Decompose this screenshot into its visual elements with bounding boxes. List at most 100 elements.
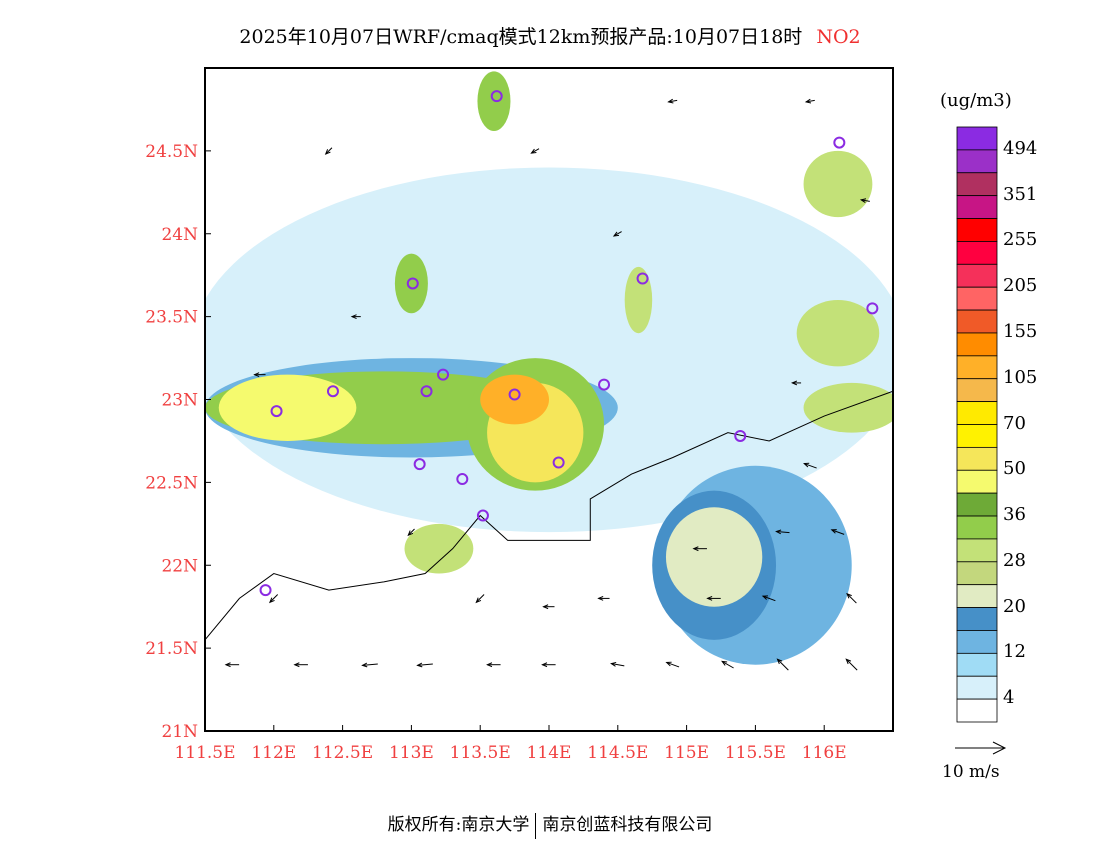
colorbar-segment [956,286,998,311]
x-tick-label: 112E [251,743,296,763]
wind-arrow [224,662,240,668]
colorbar-label: 4 [1003,687,1015,709]
wind-arrow-head [775,529,782,535]
wind-arrow [610,661,625,667]
colorbar-segment [956,126,998,151]
wind-arrow-head [350,314,357,320]
wind-arrow [597,595,610,601]
wind-arrow [830,529,845,535]
wind-arrow-shaft [269,594,279,603]
wind-arrow [803,462,817,469]
colorbar-segment [956,469,998,494]
wind-arrow [721,660,734,669]
wind-arrow-head [542,604,549,610]
colorbar-label: 12 [1003,641,1026,663]
x-tick-label: 114.5E [587,743,648,763]
colorbar-label: 255 [1003,229,1038,251]
wind-arrow [486,662,501,668]
wind-arrow-shaft [804,463,817,469]
x-tick-label: 111.5E [174,743,235,763]
y-tick-label: 23N [161,391,198,411]
wind-arrow [845,658,858,671]
colorbar-unit: (ug/m3) [940,90,1012,111]
wind-arrow [761,595,776,602]
colorbar-segment [956,515,998,540]
colorbar-segment [956,561,998,586]
colorbar-segment [956,630,998,654]
wind-arrow-shaft [777,658,789,671]
wind-arrow-head [597,595,604,601]
x-tick-label: 113E [389,743,434,763]
monitoring-site-marker [420,385,433,398]
colorbar-label: 105 [1003,366,1038,388]
chart-title: 2025年10月07日WRF/cmaq模式12km预报产品:10月07日18时 N… [0,22,1100,49]
footer: 版权所有:南京大学 南京创蓝科技有限公司 [0,810,1100,839]
wind-arrow-shaft [721,660,734,669]
wind-arrow [530,148,540,154]
wind-arrow-shaft [666,661,680,668]
colorbar-segment [956,446,998,471]
monitoring-site-marker [259,584,272,597]
wind-arrow [350,314,361,320]
colorbar-label: 20 [1003,595,1026,617]
wind-arrow [706,595,721,601]
colorbar-label: 70 [1003,412,1026,434]
wind-arrow-head [846,592,852,599]
x-tick-label: 113.5E [450,743,511,763]
wind-arrow-shaft [762,595,776,602]
y-tick-label: 22N [161,556,198,576]
colorbar-segment [956,195,998,219]
concentration-patch [218,374,357,441]
colorbar-label: 36 [1003,504,1026,526]
wind-arrow-shaft [806,99,815,103]
concentration-patch [394,253,428,314]
wind-arrow-head [859,198,867,203]
wind-arrow [612,231,622,237]
wind-arrow [846,592,857,604]
wind-arrow-head [790,380,798,386]
species-label: NO2 [816,26,861,48]
colorbar-segment [956,309,998,334]
colorbar-label: 205 [1003,275,1038,297]
wind-arrow-shaft [668,99,678,103]
wind-arrow-head [407,530,414,537]
wind-arrow [269,594,279,604]
x-tick-label: 115E [664,743,709,763]
wind-arrow-shaft [845,658,858,671]
wind-arrow-head [803,462,810,468]
wind-arrow [665,661,680,668]
wind-arrow [253,372,266,378]
monitoring-site-marker [270,405,283,418]
wind-arrow-head [293,662,300,668]
wind-arrow-head [761,595,768,600]
wind-arrow-shaft [407,528,415,536]
wind-arrow-shaft [846,593,857,604]
wind-arrow-head [269,597,275,604]
colorbar-segment [956,263,998,288]
wind-arrow-head [324,149,331,155]
wind-arrow [541,662,556,668]
x-tick-label: 116E [802,743,847,763]
colorbar-segment [956,401,998,425]
wind-arrow [692,546,707,552]
wind-arrow-shaft [531,148,540,154]
monitoring-site-marker [866,302,879,315]
colorbar-segment [956,149,998,174]
monitoring-site-marker [552,456,565,469]
concentration-patch [404,523,474,574]
wind-arrow-head [486,662,493,668]
concentration-patch [803,382,893,433]
y-tick-label: 21N [161,722,198,742]
wind-arrow-shaft [861,199,870,202]
wind-arrow-head [610,661,617,667]
wind-arrow-head [475,597,482,604]
monitoring-site-marker [598,378,611,391]
colorbar-segment [956,538,998,563]
colorbar-segment [956,607,998,631]
concentration-patch [665,507,763,607]
colorbar-segment [956,698,998,723]
wind-arrow-shaft [362,663,378,666]
y-tick-label: 21.5N [145,639,198,659]
monitoring-site-marker [406,277,419,290]
concentration-patch [803,150,873,218]
